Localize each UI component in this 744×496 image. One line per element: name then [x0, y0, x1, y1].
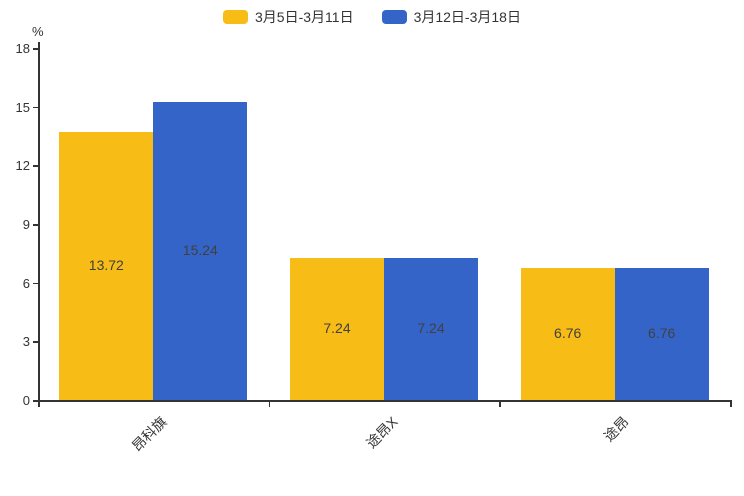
y-axis-tick: [33, 341, 38, 343]
x-axis-tick: [268, 400, 271, 407]
bar-value-label: 7.24: [417, 320, 445, 337]
x-axis-category-label: 昂科旗: [129, 413, 171, 455]
bar-value-label: 6.76: [648, 324, 676, 341]
x-axis-tick: [38, 400, 40, 407]
bar-week1-2: [290, 258, 384, 400]
bar-week2-1: [153, 101, 248, 400]
y-axis-tick: [33, 282, 38, 285]
x-axis-category-label: 途昂: [600, 413, 632, 445]
y-axis-tick-label: 18: [15, 41, 30, 56]
y-axis-tick-label: 9: [22, 217, 30, 232]
y-axis-tick-label: 15: [15, 99, 30, 115]
y-axis-tick-label: 6: [22, 275, 30, 291]
bar-value-label: 15.24: [182, 241, 218, 258]
y-axis-line: [38, 42, 40, 400]
y-axis-tick: [33, 48, 38, 50]
legend-label-week1: 3月5日-3月11日: [255, 9, 354, 25]
legend-item-week1[interactable]: 3月5日-3月11日: [223, 8, 354, 26]
x-axis-category-label: 途昂X: [363, 413, 401, 452]
y-axis-tick: [33, 106, 38, 109]
y-axis-tick: [33, 224, 38, 226]
bar-value-label: 7.24: [323, 320, 351, 337]
y-axis-tick-label: 12: [15, 158, 30, 174]
y-axis-tick: [33, 400, 38, 402]
x-axis-tick: [730, 400, 732, 407]
y-axis-unit-label: %: [32, 24, 44, 39]
y-axis-tick-label: 0: [22, 393, 30, 408]
bar-value-label: 13.72: [88, 256, 124, 273]
legend-swatch-yellow: [223, 10, 249, 24]
bar-week2-2: [384, 258, 478, 400]
y-axis-tick-label: 3: [22, 334, 30, 350]
y-axis-tick: [33, 165, 38, 167]
legend-swatch-blue: [381, 10, 407, 24]
bar-value-label: 6.76: [554, 324, 582, 341]
legend: 3月5日-3月11日 3月12日-3月18日: [0, 8, 744, 26]
x-axis-tick: [499, 400, 501, 407]
legend-item-week2[interactable]: 3月12日-3月18日: [381, 8, 521, 26]
legend-label-week2: 3月12日-3月18日: [413, 9, 521, 25]
bar-week2-3: [614, 267, 709, 400]
x-axis-line: [38, 400, 730, 402]
bar-week1-3: [520, 267, 615, 400]
bar-week1-1: [59, 131, 154, 400]
